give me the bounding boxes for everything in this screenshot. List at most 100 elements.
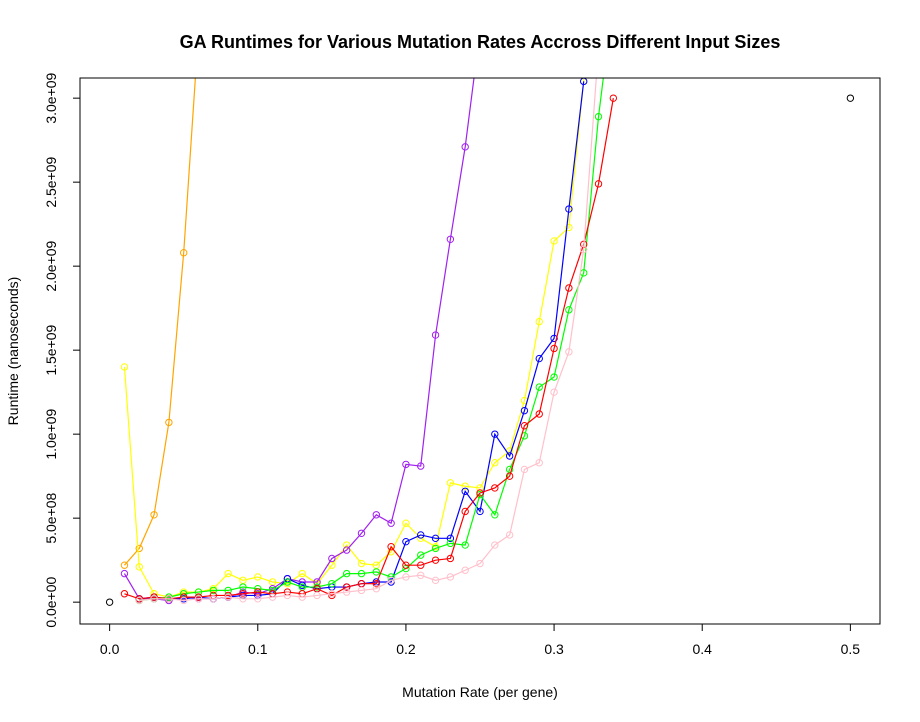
data-point — [535, 410, 543, 418]
data-point — [565, 284, 573, 292]
data-point — [550, 388, 558, 396]
data-point — [357, 569, 366, 578]
data-point — [417, 531, 425, 539]
y-axis: 0.0e+00 5.0e+08 1.0e+09 1.5e+09 2.0e+09 2.5e+… — [43, 72, 81, 628]
data-point — [402, 573, 410, 581]
y-tick-label: 0.0e+00 — [43, 576, 59, 627]
data-point — [254, 595, 262, 603]
series-line — [123, 78, 196, 566]
data-point — [550, 334, 558, 343]
data-point — [402, 561, 410, 569]
data-point — [254, 573, 262, 581]
data-point — [150, 595, 158, 603]
series-line — [139, 81, 585, 600]
series-line — [123, 78, 585, 598]
data-point — [580, 245, 588, 254]
data-point — [120, 590, 129, 598]
data-point — [520, 406, 529, 415]
y-tick-label: 1.5e+09 — [43, 324, 59, 375]
data-point — [372, 579, 380, 588]
series-1 — [120, 78, 196, 569]
data-point — [342, 541, 351, 549]
plot-frame — [79, 77, 881, 625]
data-point — [357, 586, 366, 595]
data-point — [313, 591, 321, 600]
plot-area — [105, 78, 855, 606]
data-point — [328, 590, 336, 598]
series-6 — [120, 94, 618, 603]
data-point — [446, 554, 455, 563]
data-point — [387, 548, 395, 556]
data-point — [135, 563, 143, 571]
data-point — [461, 507, 469, 516]
data-point — [165, 418, 173, 427]
data-point — [402, 519, 410, 527]
data-point — [417, 561, 425, 569]
data-point — [446, 573, 455, 581]
data-point — [491, 511, 499, 519]
data-point — [565, 223, 573, 232]
data-point — [520, 422, 529, 430]
data-point — [120, 561, 129, 569]
data-point — [209, 586, 218, 595]
data-point — [135, 596, 143, 605]
data-point — [431, 576, 440, 585]
y-tick-label: 3.0e+09 — [43, 72, 59, 123]
data-point — [372, 585, 380, 593]
data-point — [342, 588, 351, 596]
series-7 — [135, 78, 597, 605]
data-point — [372, 568, 380, 576]
data-point — [491, 541, 499, 549]
data-point — [505, 472, 514, 480]
series-line — [139, 78, 604, 602]
data-point — [461, 143, 469, 151]
data-point — [402, 537, 410, 546]
data-point — [476, 559, 484, 568]
data-point — [846, 94, 855, 102]
x-tick-label: 0.1 — [248, 641, 268, 657]
data-point — [268, 593, 277, 601]
data-point — [594, 112, 603, 121]
series-line — [124, 98, 614, 600]
data-point — [446, 539, 455, 548]
data-point — [491, 484, 499, 492]
data-point — [461, 487, 469, 495]
data-point — [180, 596, 188, 605]
x-tick-label: 0.0 — [100, 641, 120, 657]
data-point — [387, 576, 395, 585]
data-point — [105, 598, 114, 606]
data-point — [342, 546, 351, 554]
y-tick-label: 1.0e+09 — [43, 408, 59, 459]
data-point — [283, 578, 292, 586]
data-point — [328, 579, 336, 588]
data-point — [328, 554, 336, 563]
chart-title: GA Runtimes for Various Mutation Rates A… — [180, 32, 781, 52]
x-tick-label: 0.4 — [692, 641, 712, 657]
data-point — [342, 583, 351, 591]
y-tick-label: 5.0e+08 — [43, 492, 59, 543]
data-point — [431, 331, 440, 339]
data-point — [283, 591, 292, 600]
data-point — [431, 544, 440, 553]
x-axis-label: Mutation Rate (per gene) — [402, 684, 558, 700]
data-point — [535, 317, 543, 326]
data-point — [224, 569, 232, 578]
x-axis: 0.0 0.1 0.2 0.3 0.4 0.5 — [100, 623, 860, 657]
data-point — [461, 541, 469, 549]
y-tick-label: 2.5e+09 — [43, 156, 59, 207]
data-point — [550, 344, 558, 353]
data-point — [387, 519, 395, 527]
series-2 — [120, 78, 588, 601]
data-point — [342, 569, 351, 578]
data-point — [372, 511, 380, 519]
data-point — [209, 595, 218, 603]
data-point — [491, 459, 499, 467]
data-point — [565, 205, 573, 213]
y-axis-label: Runtime (nanoseconds) — [5, 277, 21, 426]
data-point — [298, 593, 306, 601]
data-point — [535, 459, 543, 467]
data-point — [491, 430, 499, 438]
data-point — [565, 348, 573, 356]
data-point — [431, 534, 440, 543]
